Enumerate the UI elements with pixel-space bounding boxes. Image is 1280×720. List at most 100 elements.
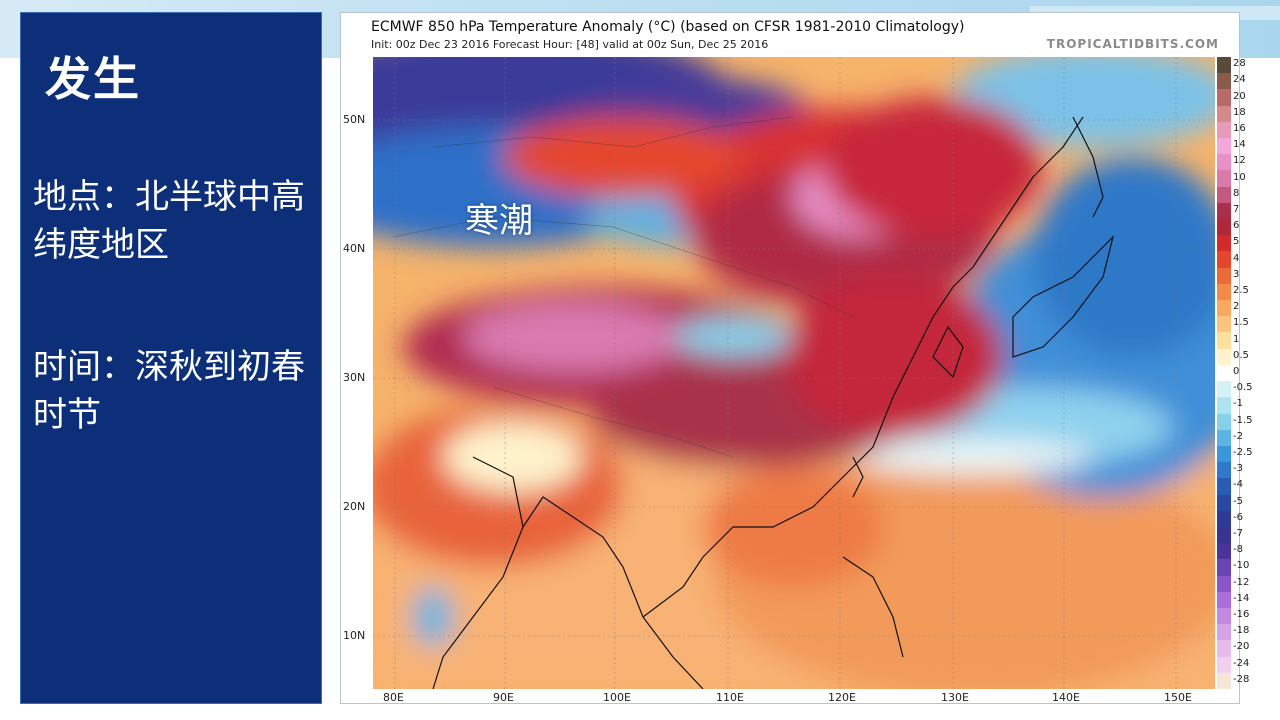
- time-text: 时间：深秋到初春时节: [33, 347, 305, 435]
- colorbar-swatch: [1217, 138, 1231, 155]
- colorbar-swatch: [1217, 397, 1231, 414]
- colorbar-swatch: [1217, 510, 1231, 528]
- map-title: ECMWF 850 hPa Temperature Anomaly (°C) (…: [371, 19, 965, 35]
- colorbar-swatch: [1217, 445, 1231, 463]
- colorbar-label: -2.5: [1233, 447, 1253, 459]
- colorbar-label: 24: [1233, 74, 1246, 86]
- map-subtitle: Init: 00z Dec 23 2016 Forecast Hour: [48…: [371, 38, 769, 51]
- colorbar-swatch: [1217, 591, 1231, 609]
- lat-label: 10N: [343, 629, 366, 642]
- map-brand: TROPICALTIDBITS.COM: [1046, 37, 1219, 51]
- colorbar-swatch: [1217, 170, 1231, 188]
- colorbar-label: -8: [1233, 544, 1243, 556]
- cold-wave-label: 寒潮: [465, 201, 533, 241]
- colorbar-label: -24: [1233, 657, 1250, 669]
- colorbar-label: 28: [1233, 58, 1246, 70]
- colorbar-swatch: [1217, 283, 1231, 301]
- colorbar-label: 1: [1233, 333, 1240, 345]
- colorbar-label: -6: [1233, 511, 1243, 523]
- colorbar-label: -18: [1233, 625, 1250, 637]
- colorbar-swatch: [1217, 526, 1231, 544]
- colorbar-swatch: [1217, 640, 1231, 658]
- colorbar-label: 14: [1233, 139, 1246, 151]
- forecast-map-image: ECMWF 850 hPa Temperature Anomaly (°C) (…: [340, 12, 1253, 704]
- lon-label: 110E: [716, 691, 744, 704]
- colorbar-swatch: [1217, 656, 1231, 674]
- colorbar-label: 2: [1233, 301, 1240, 313]
- location-text: 地点：北半球中高纬度地区: [33, 177, 305, 265]
- colorbar-label: -4: [1233, 479, 1243, 491]
- colorbar-label: 7: [1233, 203, 1240, 215]
- anomaly-map: 寒潮 50N 40N 30N 20N 10N 80E 90E 100E 110E 120E 130…: [343, 57, 1215, 704]
- colorbar-label: 8: [1233, 187, 1240, 199]
- colorbar-label: -2: [1233, 430, 1243, 442]
- colorbar-swatch: [1217, 235, 1231, 252]
- colorbar-label: -10: [1233, 560, 1250, 572]
- lon-label: 140E: [1052, 691, 1080, 704]
- colorbar-swatch: [1217, 332, 1231, 350]
- colorbar-swatch: [1217, 364, 1231, 382]
- colorbar-swatch: [1217, 624, 1231, 641]
- lat-label: 50N: [343, 113, 366, 126]
- colorbar-swatch: [1217, 672, 1231, 690]
- colorbar-swatch: [1217, 381, 1231, 398]
- colorbar-swatch: [1217, 154, 1231, 171]
- lon-label: 100E: [603, 691, 631, 704]
- colorbar-label: 0.5: [1233, 349, 1249, 361]
- side-panel: 发生 地点：北半球中高纬度地区 时间：深秋到初春时节: [20, 12, 322, 704]
- colorbar-label: 16: [1233, 122, 1246, 134]
- colorbar-label: 1.5: [1233, 317, 1249, 329]
- lat-label: 40N: [343, 242, 366, 255]
- colorbar-label: 6: [1233, 220, 1240, 232]
- colorbar-label: -5: [1233, 495, 1243, 507]
- colorbar-swatch: [1217, 559, 1231, 577]
- colorbar-swatch: [1217, 316, 1231, 333]
- colorbar-swatch: [1217, 202, 1231, 220]
- lon-label: 120E: [828, 691, 856, 704]
- colorbar-label: 18: [1233, 106, 1246, 118]
- colorbar-swatch: [1217, 462, 1231, 479]
- colorbar-swatch: [1217, 429, 1231, 447]
- lon-label: 130E: [941, 691, 969, 704]
- colorbar-label: 5: [1233, 236, 1240, 248]
- colorbar-label: 12: [1233, 155, 1246, 167]
- colorbar-swatch: [1217, 413, 1231, 431]
- colorbar-label: 10: [1233, 171, 1246, 183]
- colorbar-swatch: [1217, 607, 1231, 625]
- colorbar-swatch: [1217, 478, 1231, 496]
- slide-title: 发生: [45, 52, 141, 106]
- colorbar-label: -28: [1233, 673, 1250, 685]
- colorbar-label: -1.5: [1233, 414, 1253, 426]
- colorbar-swatch: [1217, 121, 1231, 139]
- colorbar-swatch: [1217, 300, 1231, 317]
- colorbar-label: -16: [1233, 609, 1250, 621]
- colorbar-swatch: [1217, 219, 1231, 236]
- colorbar-swatch: [1217, 57, 1231, 74]
- colorbar-swatch: [1217, 251, 1231, 269]
- colorbar-swatch: [1217, 89, 1231, 107]
- lon-label: 150E: [1164, 691, 1192, 704]
- colorbar-label: 4: [1233, 252, 1240, 264]
- anomaly-field: [373, 57, 1215, 689]
- colorbar-label: -7: [1233, 528, 1243, 540]
- colorbar-swatch: [1217, 348, 1231, 366]
- colorbar-swatch: [1217, 543, 1231, 560]
- colorbar-label: -1: [1233, 398, 1243, 410]
- colorbar-label: -3: [1233, 463, 1243, 475]
- colorbar-label: -0.5: [1233, 382, 1253, 394]
- colorbar-swatch: [1217, 186, 1231, 204]
- lon-label: 80E: [383, 691, 404, 704]
- lat-label: 20N: [343, 500, 366, 513]
- colorbar-swatch: [1217, 73, 1231, 90]
- colorbar-swatch: [1217, 494, 1231, 512]
- colorbar-label: -20: [1233, 641, 1250, 653]
- colorbar-swatch: [1217, 267, 1231, 285]
- lat-label: 30N: [343, 371, 366, 384]
- colorbar-label: 0: [1233, 366, 1240, 377]
- colorbar-label: -12: [1233, 576, 1250, 588]
- colorbar-label: -14: [1233, 592, 1250, 604]
- colorbar-label: 2.5: [1233, 284, 1249, 296]
- colorbar: 28 24 20 18 16 14 12 10 8 7 6 5 4 3 2.5 2 1.5 1 0.5 0 -0.5 -1…: [1217, 57, 1253, 690]
- colorbar-swatch: [1217, 105, 1231, 123]
- colorbar-label: 20: [1233, 90, 1246, 102]
